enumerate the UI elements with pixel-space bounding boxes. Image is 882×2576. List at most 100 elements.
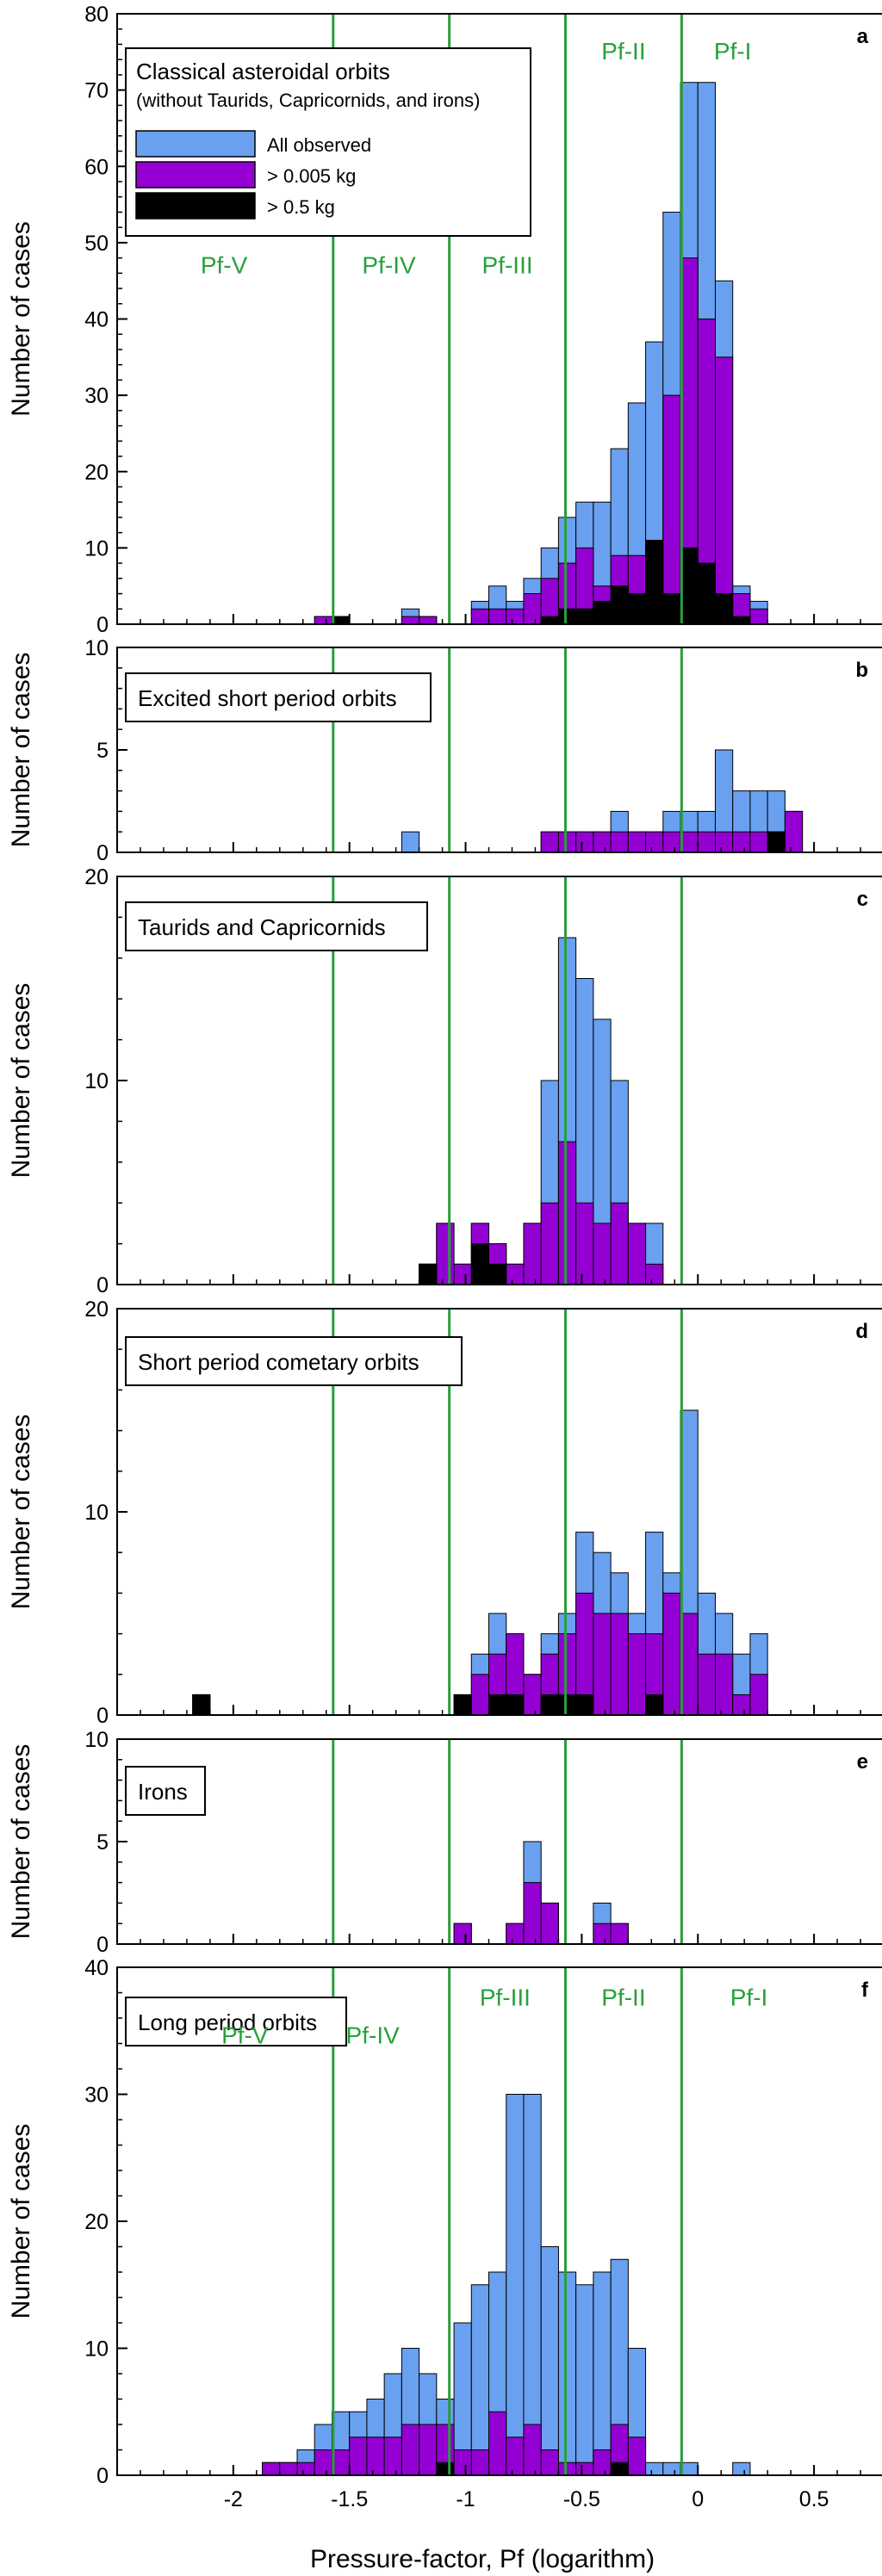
- bar-mid-f-14: [506, 2437, 525, 2476]
- y-tick-label-a-7: 70: [84, 79, 109, 103]
- y-tick-label-b-0: 0: [96, 841, 109, 865]
- bar-all-f-23: [662, 2461, 681, 2476]
- bar-mid-d-16: [610, 1613, 629, 1716]
- legend-title: Classical asteroidal orbits: [136, 59, 390, 84]
- legend: Classical asteroidal orbits (without Tau…: [125, 47, 531, 237]
- bar-mid-f-9: [419, 2424, 438, 2476]
- panel-d: 0 10 20 d Short period cometary orbits Number…: [7, 1297, 882, 1728]
- legend-subtitle: (without Taurids, Capricornids, and iron…: [136, 90, 480, 111]
- panel-label-box-c: [125, 901, 428, 951]
- bar-big-d-18: [645, 1694, 664, 1716]
- y-tick-label-c-2: 20: [84, 865, 109, 889]
- bar-big-d-0: [192, 1694, 211, 1716]
- x-tick-label-0: -2: [224, 2487, 243, 2511]
- bar-mid-a-18: [714, 356, 734, 625]
- bar-mid-f-2: [296, 2461, 315, 2476]
- panel-label-box-b: [125, 672, 432, 722]
- bar-mid-b-11: [627, 831, 647, 853]
- pf-region-label-f-0: Pf-V: [221, 2022, 269, 2049]
- bar-big-d-12: [540, 1694, 559, 1716]
- panel-label-c: Taurids and Capricornids: [138, 914, 386, 940]
- pf-region-label-f-1: Pf-IV: [346, 2022, 401, 2049]
- bar-mid-f-1: [279, 2461, 298, 2476]
- bar-big-f-20: [610, 2461, 629, 2476]
- bar-mid-e-5: [540, 1902, 559, 1945]
- y-tick-label-a-6: 60: [84, 155, 109, 179]
- bar-mid-c-8: [557, 1141, 577, 1285]
- bar-all-f-24: [680, 2461, 699, 2476]
- bar-mid-b-13: [662, 831, 681, 853]
- bar-mid-f-6: [366, 2437, 385, 2476]
- x-tick-label-2: -1: [456, 2487, 475, 2511]
- bar-mid-a-5: [488, 608, 507, 625]
- bar-mid-b-15: [697, 831, 716, 853]
- bar-big-a-15: [662, 593, 681, 625]
- bar-mid-c-6: [523, 1223, 542, 1285]
- bar-all-f-19: [593, 2271, 612, 2476]
- y-tick-label-c-0: 0: [96, 1273, 109, 1297]
- y-tick-label-a-8: 80: [84, 3, 109, 27]
- bar-mid-f-13: [488, 2411, 507, 2476]
- bar-mid-f-4: [331, 2449, 351, 2476]
- bar-mid-d-23: [732, 1694, 751, 1716]
- bar-big-d-7: [453, 1694, 472, 1716]
- bar-all-f-18: [575, 2284, 594, 2476]
- bar-mid-d-24: [749, 1674, 768, 1716]
- panel-label-e: Irons: [138, 1779, 188, 1805]
- panel-letter-f: f: [861, 1978, 869, 2002]
- bar-mid-c-9: [575, 1202, 594, 1285]
- bar-mid-f-18: [575, 2461, 594, 2476]
- bar-big-b-19: [767, 831, 786, 853]
- y-tick-label-d-0: 0: [96, 1704, 109, 1728]
- bar-mid-c-2: [453, 1263, 472, 1285]
- bar-big-d-9: [488, 1694, 507, 1716]
- y-tick-label-f-4: 40: [84, 1956, 109, 1980]
- bar-mid-d-22: [714, 1653, 734, 1716]
- bar-mid-b-6: [540, 831, 559, 853]
- legend-swatch-all: [135, 130, 256, 158]
- bar-mid-d-17: [627, 1633, 647, 1716]
- panel-letter-a: a: [857, 25, 869, 48]
- bar-mid-b-16: [714, 831, 734, 853]
- pf-region-label-a-1: Pf-IV: [362, 251, 416, 278]
- bar-mid-c-5: [506, 1263, 525, 1285]
- bar-mid-a-15: [662, 394, 681, 625]
- bar-mid-b-14: [680, 831, 699, 853]
- x-axis-title: Pressure-factor, Pf (logarithm): [310, 2545, 655, 2573]
- legend-swatch-big: [135, 192, 256, 220]
- bar-mid-e-3: [506, 1923, 525, 1945]
- bar-all-f-17: [557, 2271, 577, 2476]
- bar-mid-c-1: [436, 1223, 455, 1285]
- pf-region-label-a-3: Pf-II: [601, 38, 645, 65]
- y-tick-label-b-2: 10: [84, 636, 109, 660]
- bar-mid-a-2: [401, 616, 420, 625]
- bar-mid-f-19: [593, 2449, 612, 2476]
- bar-big-a-18: [714, 593, 734, 625]
- legend-label-all: All observed: [267, 134, 371, 156]
- bar-mid-f-16: [540, 2449, 559, 2476]
- bar-mid-e-8: [593, 1923, 612, 1945]
- panel-c: 0 10 20 c Taurids and Capricornids Number of …: [7, 865, 882, 1297]
- bar-mid-f-8: [401, 2424, 420, 2476]
- bar-big-a-14: [645, 540, 664, 625]
- bar-mid-d-19: [662, 1592, 681, 1716]
- bar-big-a-10: [575, 608, 594, 625]
- bar-mid-b-17: [732, 831, 751, 853]
- bar-mid-d-8: [470, 1674, 490, 1716]
- y-axis-title-d: Number of cases: [7, 1415, 35, 1610]
- pf-region-label-f-2: Pf-III: [480, 1984, 531, 2010]
- bar-big-d-13: [557, 1694, 577, 1716]
- y-axis-title-a: Number of cases: [7, 221, 35, 417]
- y-tick-label-d-2: 20: [84, 1297, 109, 1322]
- bar-mid-b-7: [557, 831, 577, 853]
- bar-mid-b-8: [575, 831, 594, 853]
- bar-mid-f-5: [349, 2437, 368, 2476]
- bar-big-a-19: [732, 616, 751, 625]
- bar-big-a-12: [610, 585, 629, 625]
- bar-mid-e-0: [453, 1923, 472, 1945]
- bar-mid-c-13: [645, 1263, 664, 1285]
- bar-all-f-27: [732, 2461, 751, 2476]
- y-tick-label-e-1: 5: [96, 1830, 109, 1855]
